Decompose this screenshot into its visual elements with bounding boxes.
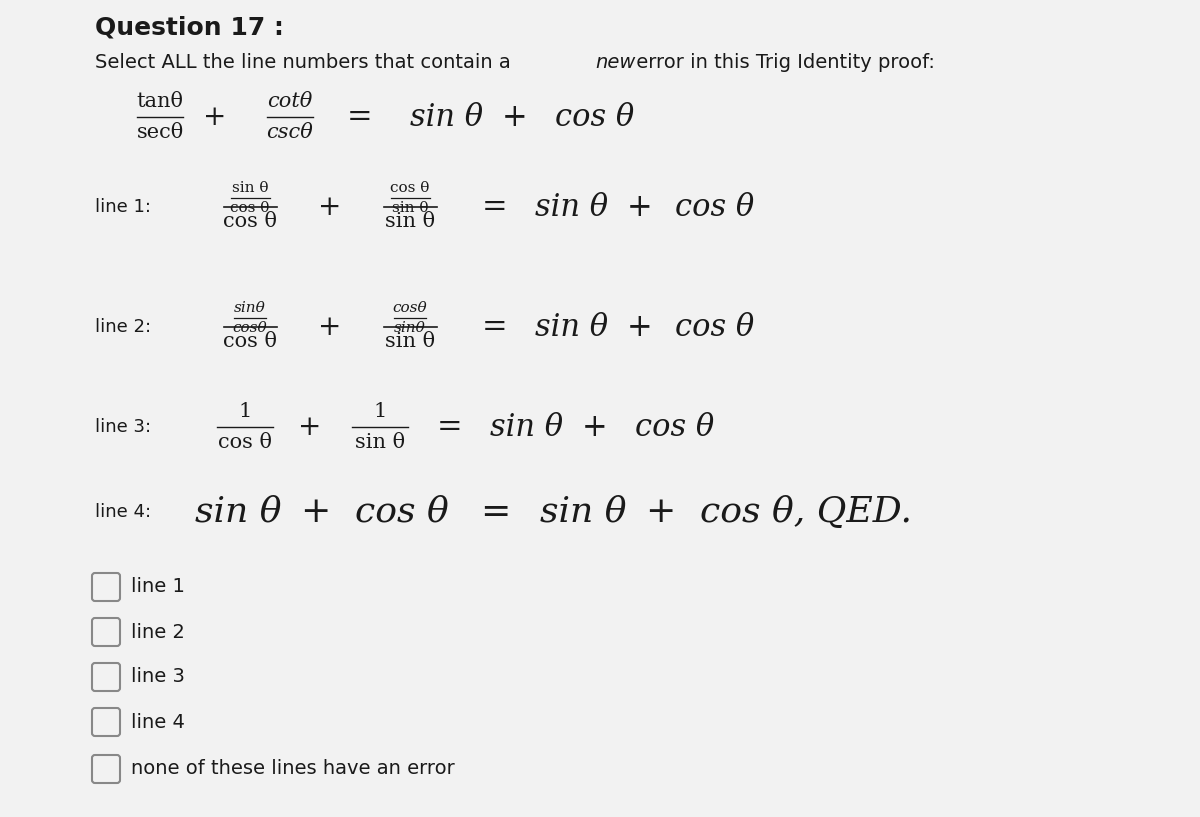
FancyBboxPatch shape bbox=[92, 573, 120, 601]
Text: line 1: line 1 bbox=[131, 578, 185, 596]
Text: cos θ: cos θ bbox=[223, 333, 277, 351]
Text: cosθ: cosθ bbox=[233, 321, 268, 335]
Text: sin θ: sin θ bbox=[355, 433, 406, 452]
Text: Select ALL the line numbers that contain a: Select ALL the line numbers that contain… bbox=[95, 52, 517, 72]
Text: cotθ: cotθ bbox=[268, 92, 313, 111]
Text: +: + bbox=[644, 495, 676, 529]
Text: cos θ: cos θ bbox=[230, 201, 270, 216]
Text: sin θ: sin θ bbox=[540, 495, 626, 529]
Text: cscθ: cscθ bbox=[266, 123, 313, 142]
FancyBboxPatch shape bbox=[92, 663, 120, 691]
Text: sin θ: sin θ bbox=[490, 412, 563, 443]
Text: +: + bbox=[300, 495, 330, 529]
Text: +: + bbox=[502, 101, 528, 132]
Text: line 2:: line 2: bbox=[95, 318, 151, 336]
Text: sin θ: sin θ bbox=[391, 201, 428, 216]
Text: sinθ: sinθ bbox=[234, 301, 266, 315]
FancyBboxPatch shape bbox=[92, 708, 120, 736]
Text: sin θ: sin θ bbox=[194, 495, 282, 529]
Text: Question 17 :: Question 17 : bbox=[95, 15, 284, 39]
Text: =: = bbox=[482, 311, 508, 342]
Text: cos θ: cos θ bbox=[355, 495, 449, 529]
Text: sin θ: sin θ bbox=[410, 101, 484, 132]
Text: line 4:: line 4: bbox=[95, 503, 151, 521]
Text: +: + bbox=[318, 194, 342, 221]
Text: sin θ: sin θ bbox=[232, 181, 269, 194]
Text: cos θ: cos θ bbox=[554, 101, 635, 132]
Text: line 2: line 2 bbox=[131, 623, 185, 641]
Text: line 3: line 3 bbox=[131, 667, 185, 686]
Text: sin θ: sin θ bbox=[535, 191, 608, 222]
Text: =: = bbox=[347, 101, 373, 132]
Text: cos θ: cos θ bbox=[390, 181, 430, 194]
Text: =: = bbox=[437, 412, 463, 443]
Text: error in this Trig Identity proof:: error in this Trig Identity proof: bbox=[630, 52, 935, 72]
Text: cos θ: cos θ bbox=[674, 191, 755, 222]
Text: sinθ: sinθ bbox=[394, 321, 426, 335]
Text: cos θ: cos θ bbox=[223, 212, 277, 231]
Text: +: + bbox=[203, 104, 227, 131]
Text: +: + bbox=[318, 314, 342, 341]
Text: cos θ, QED.: cos θ, QED. bbox=[700, 495, 912, 529]
Text: cosθ: cosθ bbox=[392, 301, 427, 315]
Text: 1: 1 bbox=[373, 402, 386, 422]
Text: =: = bbox=[482, 191, 508, 222]
Text: cos θ: cos θ bbox=[635, 412, 714, 443]
Text: 1: 1 bbox=[239, 402, 252, 422]
Text: cos θ: cos θ bbox=[218, 433, 272, 452]
Text: tanθ: tanθ bbox=[137, 92, 184, 111]
Text: +: + bbox=[582, 412, 608, 443]
Text: =: = bbox=[480, 495, 510, 529]
Text: new: new bbox=[595, 52, 635, 72]
Text: line 4: line 4 bbox=[131, 712, 185, 731]
Text: sin θ: sin θ bbox=[385, 333, 436, 351]
FancyBboxPatch shape bbox=[92, 618, 120, 646]
Text: sin θ: sin θ bbox=[535, 311, 608, 342]
Text: line 3:: line 3: bbox=[95, 418, 151, 436]
Text: sin θ: sin θ bbox=[385, 212, 436, 231]
Text: secθ: secθ bbox=[137, 123, 184, 142]
Text: +: + bbox=[299, 413, 322, 440]
Text: none of these lines have an error: none of these lines have an error bbox=[131, 760, 455, 779]
Text: +: + bbox=[628, 311, 653, 342]
Text: +: + bbox=[628, 191, 653, 222]
FancyBboxPatch shape bbox=[92, 755, 120, 783]
Text: line 1:: line 1: bbox=[95, 198, 151, 216]
Text: cos θ: cos θ bbox=[674, 311, 755, 342]
